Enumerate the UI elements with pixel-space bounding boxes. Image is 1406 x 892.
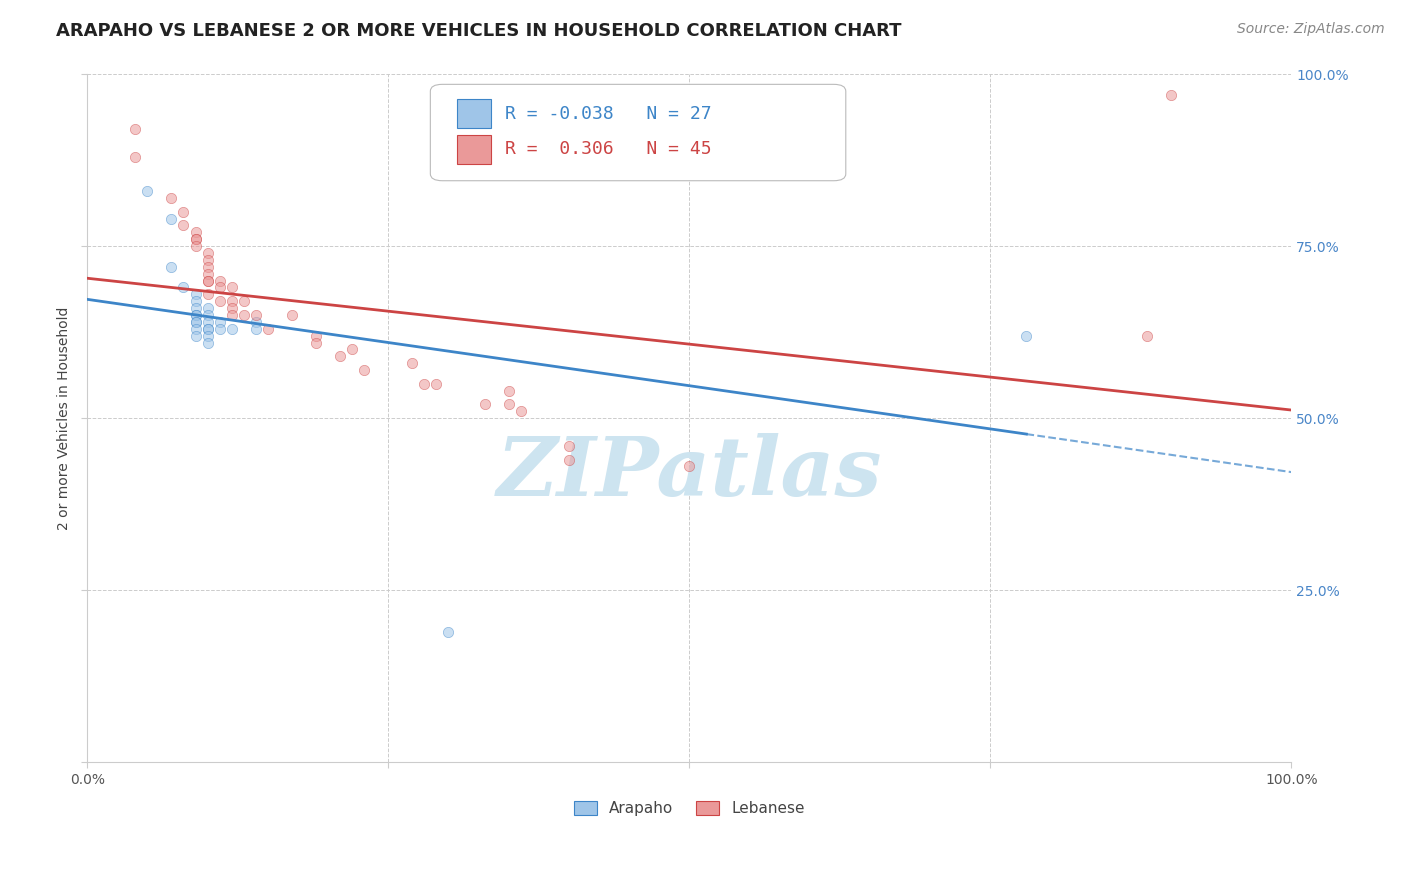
Point bbox=[197, 322, 219, 336]
Point bbox=[184, 294, 207, 309]
Point bbox=[184, 315, 207, 329]
Point bbox=[425, 376, 447, 391]
Point bbox=[474, 397, 496, 411]
Point bbox=[197, 328, 219, 343]
Point bbox=[353, 363, 375, 377]
Point bbox=[184, 315, 207, 329]
Y-axis label: 2 or more Vehicles in Household: 2 or more Vehicles in Household bbox=[58, 307, 72, 530]
Point bbox=[184, 232, 207, 246]
Point bbox=[197, 301, 219, 315]
Point bbox=[197, 322, 219, 336]
Point bbox=[160, 211, 183, 226]
Point bbox=[197, 287, 219, 301]
Point bbox=[329, 349, 352, 363]
Point bbox=[184, 287, 207, 301]
Point bbox=[498, 384, 520, 398]
FancyBboxPatch shape bbox=[430, 85, 846, 181]
Point bbox=[160, 191, 183, 205]
Point bbox=[1136, 328, 1159, 343]
Point bbox=[184, 308, 207, 322]
Point bbox=[558, 452, 581, 467]
Point bbox=[136, 184, 159, 198]
Point bbox=[184, 239, 207, 253]
Point bbox=[197, 308, 219, 322]
Point bbox=[281, 308, 304, 322]
Point bbox=[197, 252, 219, 267]
Point bbox=[197, 315, 219, 329]
Point bbox=[413, 376, 436, 391]
Point bbox=[498, 397, 520, 411]
Point bbox=[558, 439, 581, 453]
Point bbox=[184, 328, 207, 343]
Point bbox=[245, 308, 267, 322]
Text: ZIPatlas: ZIPatlas bbox=[496, 434, 882, 513]
Point bbox=[208, 315, 231, 329]
Bar bbox=[457, 100, 491, 128]
Point bbox=[221, 322, 243, 336]
Bar bbox=[457, 135, 491, 164]
Point bbox=[245, 315, 267, 329]
Point bbox=[305, 328, 328, 343]
Point bbox=[678, 459, 700, 474]
Point bbox=[173, 219, 195, 233]
Point bbox=[208, 280, 231, 294]
Point bbox=[1160, 87, 1182, 102]
Point bbox=[160, 260, 183, 274]
Point bbox=[173, 204, 195, 219]
Point bbox=[197, 335, 219, 350]
Point bbox=[437, 624, 460, 639]
Point bbox=[208, 294, 231, 309]
Text: R = -0.038   N = 27: R = -0.038 N = 27 bbox=[505, 105, 711, 123]
Point bbox=[184, 232, 207, 246]
Legend: Arapaho, Lebanese: Arapaho, Lebanese bbox=[567, 793, 813, 823]
Text: ARAPAHO VS LEBANESE 2 OR MORE VEHICLES IN HOUSEHOLD CORRELATION CHART: ARAPAHO VS LEBANESE 2 OR MORE VEHICLES I… bbox=[56, 22, 901, 40]
Point bbox=[197, 274, 219, 288]
Point bbox=[509, 404, 531, 418]
Point bbox=[184, 225, 207, 239]
Point bbox=[173, 280, 195, 294]
Point bbox=[221, 308, 243, 322]
Point bbox=[124, 150, 146, 164]
Point bbox=[245, 322, 267, 336]
Point bbox=[197, 274, 219, 288]
Text: R =  0.306   N = 45: R = 0.306 N = 45 bbox=[505, 140, 711, 159]
Point bbox=[256, 322, 278, 336]
Point bbox=[1015, 328, 1038, 343]
Point bbox=[197, 267, 219, 281]
Point bbox=[401, 356, 423, 370]
Point bbox=[208, 274, 231, 288]
Point bbox=[340, 343, 363, 357]
Point bbox=[208, 322, 231, 336]
Point bbox=[232, 294, 254, 309]
Text: Source: ZipAtlas.com: Source: ZipAtlas.com bbox=[1237, 22, 1385, 37]
Point bbox=[232, 308, 254, 322]
Point bbox=[305, 335, 328, 350]
Point bbox=[184, 308, 207, 322]
Point bbox=[221, 294, 243, 309]
Point bbox=[184, 322, 207, 336]
Point bbox=[197, 260, 219, 274]
Point bbox=[221, 301, 243, 315]
Point bbox=[197, 246, 219, 260]
Point bbox=[184, 301, 207, 315]
Point bbox=[124, 122, 146, 136]
Point bbox=[221, 280, 243, 294]
